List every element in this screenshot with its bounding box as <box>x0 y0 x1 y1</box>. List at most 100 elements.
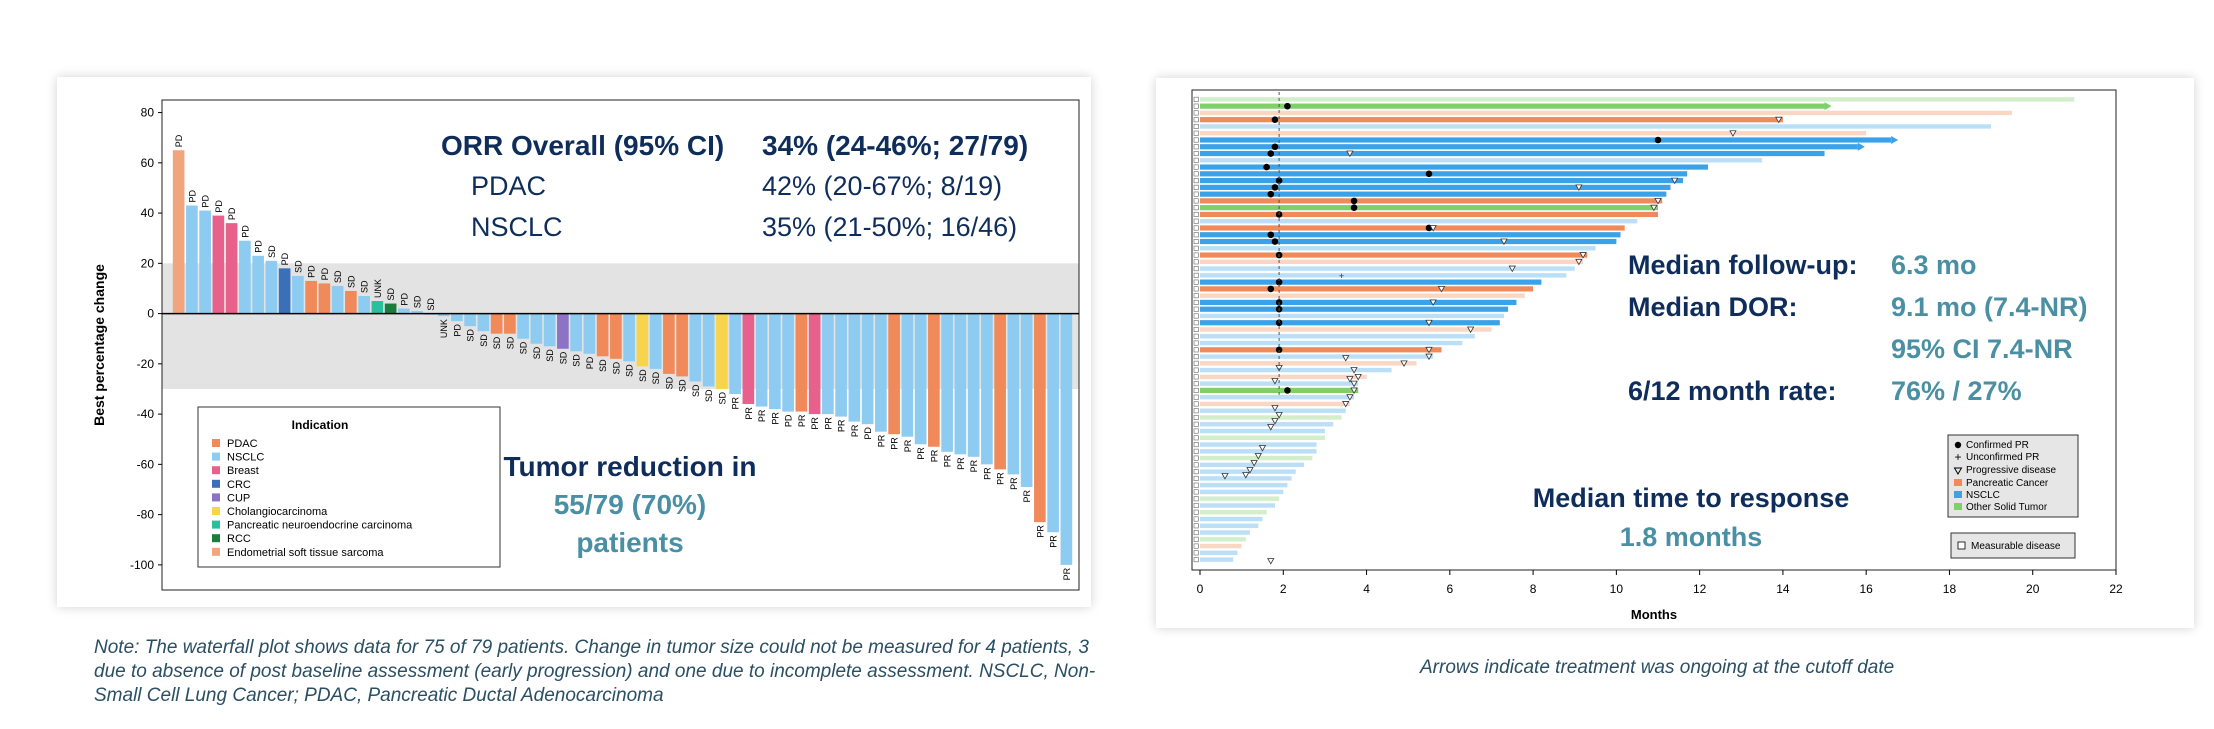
swim-bar <box>1200 408 1346 413</box>
swim-bar <box>1200 259 1584 265</box>
response-label: SD <box>704 389 714 402</box>
response-label: SD <box>479 334 489 347</box>
waterfall-panel: PD PD PD PD PD PD PD SD PD SD PD PD SD SD SD UNK SD PD SD S… <box>57 77 1091 607</box>
response-label: SD <box>664 376 674 389</box>
x-tick-label: 2 <box>1280 582 1287 596</box>
swim-bar <box>1200 401 1350 407</box>
confirmed-pr-marker <box>1284 387 1291 394</box>
response-label: SD <box>638 369 648 382</box>
measurable-box <box>1193 252 1199 258</box>
measurable-box <box>1193 340 1199 346</box>
progressive-disease-marker <box>1425 353 1433 361</box>
confirmed-pr-marker <box>1425 170 1433 178</box>
waterfall-bar <box>384 303 397 314</box>
measurable-box <box>1193 123 1199 129</box>
stat-label: Median follow-up: <box>1628 250 1857 280</box>
waterfall-bar <box>676 313 688 377</box>
swim-bar <box>1200 327 1492 332</box>
measurable-box <box>1193 502 1199 508</box>
response-label: PR <box>1009 477 1019 490</box>
response-label: PR <box>996 472 1006 485</box>
progressive-disease-marker <box>1437 285 1446 293</box>
stat-value: 9.1 mo (7.4-NR) <box>1891 292 2088 322</box>
waterfall-bar <box>795 313 808 412</box>
measurable-box <box>1193 523 1199 529</box>
waterfall-bar <box>835 313 847 417</box>
x-tick-label: 12 <box>1693 582 1707 596</box>
response-label: PD <box>784 414 794 427</box>
response-label: PR <box>903 439 913 452</box>
waterfall-bar <box>318 283 331 314</box>
legend-label: Pancreatic Cancer <box>1966 478 2049 489</box>
waterfall-bar <box>451 313 463 322</box>
progressive-disease-marker <box>1670 177 1679 185</box>
response-label: PR <box>850 424 860 437</box>
measurable-box <box>1193 496 1199 502</box>
swim-bar <box>1200 361 1417 366</box>
waterfall-bar <box>278 268 291 314</box>
response-label: PD <box>452 324 462 337</box>
legend-label: CRC <box>227 479 251 491</box>
progressive-disease-marker <box>1429 225 1437 232</box>
swim-bar <box>1200 279 1542 285</box>
swim-bar <box>1200 246 1596 251</box>
swim-bar <box>1200 374 1367 380</box>
ongoing-arrow-icon <box>1891 135 1899 144</box>
swim-bar <box>1200 150 1825 157</box>
response-label: PR <box>943 454 953 467</box>
waterfall-bar <box>636 313 649 367</box>
measurable-box <box>1193 482 1199 488</box>
measurable-box <box>1193 286 1199 292</box>
measurable-box <box>1193 374 1199 380</box>
measurable-box <box>1193 279 1199 285</box>
x-tick-label: 20 <box>2026 582 2040 596</box>
waterfall-bar <box>702 313 715 387</box>
measurable-box <box>1193 509 1199 515</box>
measurable-box <box>1193 239 1199 245</box>
response-label: PD <box>280 252 290 265</box>
waterfall-bar <box>596 313 609 357</box>
response-label: PR <box>770 412 780 425</box>
stat-label: 6/12 month rate: <box>1628 376 1837 406</box>
swim-bar <box>1200 299 1517 306</box>
measurable-box <box>1193 103 1199 109</box>
swim-bar <box>1200 198 1663 204</box>
legend-swatch <box>212 520 220 529</box>
response-label: PR <box>744 407 754 420</box>
stat-label: Median DOR: <box>1628 292 1798 322</box>
progressive-disease-marker <box>1258 445 1267 452</box>
swim-bar <box>1200 381 1359 386</box>
y-tick-label: -20 <box>137 357 155 371</box>
response-label: PD <box>187 190 197 203</box>
measurable-box <box>1193 381 1199 387</box>
swim-bar <box>1200 97 2075 102</box>
orr-header-label: ORR Overall (95% CI) <box>441 130 724 161</box>
response-label: PR <box>969 459 979 472</box>
waterfall-bar <box>358 296 370 314</box>
swim-bar <box>1200 273 1567 278</box>
measurable-box <box>1193 117 1199 123</box>
response-label: PR <box>982 467 992 480</box>
measurable-box <box>1193 157 1199 163</box>
waterfall-bar <box>570 313 582 352</box>
waterfall-bar <box>994 313 1006 470</box>
orr-row-label: PDAC <box>471 171 546 201</box>
pancreatic-swatch-icon <box>1954 479 1962 486</box>
waterfall-bar <box>729 313 741 394</box>
measurable-box <box>1193 198 1199 204</box>
progressive-disease-marker <box>1654 198 1662 205</box>
swim-bar <box>1200 415 1342 420</box>
progressive-disease-marker <box>1429 299 1437 307</box>
swim-bar <box>1200 171 1688 177</box>
waterfall-bar <box>490 313 503 334</box>
measurable-box <box>1193 178 1199 184</box>
swim-bar <box>1200 232 1621 238</box>
swim-bar <box>1200 422 1334 427</box>
response-label: SD <box>293 260 303 273</box>
legend-label: Measurable disease <box>1971 541 2061 552</box>
measurable-box <box>1193 245 1199 251</box>
swim-bar <box>1200 124 1992 129</box>
response-label: PR <box>956 457 966 470</box>
measurable-box <box>1193 218 1199 224</box>
